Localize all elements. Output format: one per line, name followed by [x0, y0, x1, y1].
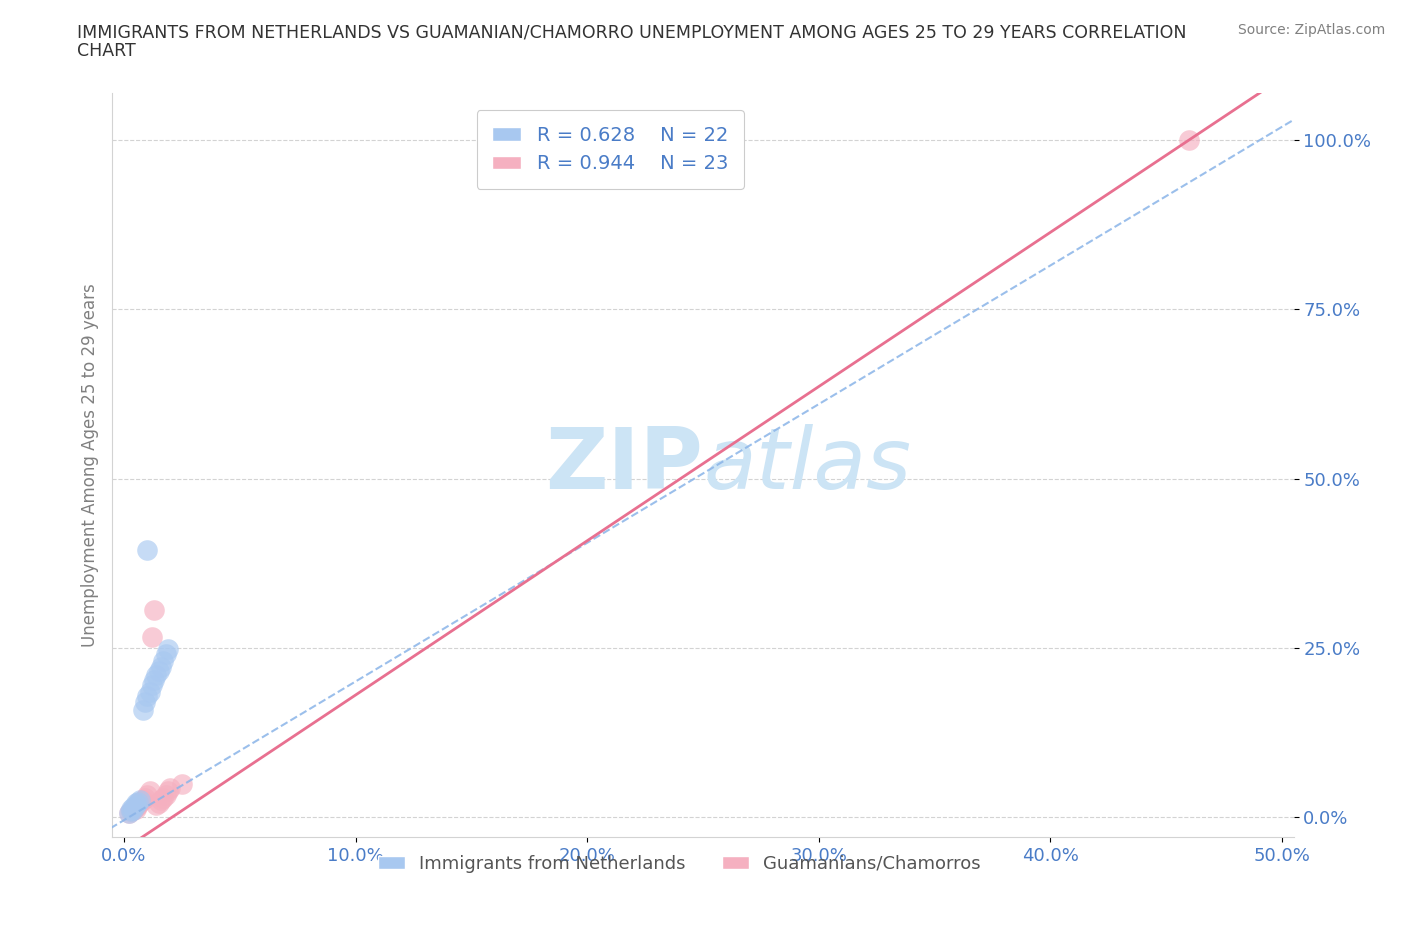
Point — [159, 781, 181, 796]
Point — [124, 799, 146, 814]
Point — [118, 806, 141, 821]
Point — [150, 792, 173, 807]
Point — [157, 642, 180, 657]
Point — [134, 695, 156, 710]
Point — [155, 788, 177, 803]
Point — [120, 801, 142, 816]
Point — [145, 797, 167, 812]
Text: atlas: atlas — [703, 423, 911, 507]
Point — [129, 794, 152, 809]
Legend: Immigrants from Netherlands, Guamanians/Chamorros: Immigrants from Netherlands, Guamanians/… — [371, 847, 988, 880]
Point — [138, 784, 160, 799]
Point — [124, 796, 146, 811]
Point — [120, 804, 142, 818]
Point — [122, 803, 145, 817]
Point — [1178, 133, 1201, 148]
Text: Source: ZipAtlas.com: Source: ZipAtlas.com — [1237, 23, 1385, 37]
Point — [122, 803, 145, 817]
Point — [136, 689, 159, 704]
Point — [136, 788, 159, 803]
Point — [118, 806, 141, 821]
Point — [148, 796, 170, 811]
Point — [148, 664, 170, 679]
Point — [127, 796, 149, 811]
Point — [131, 792, 153, 807]
Point — [141, 677, 163, 692]
Point — [127, 794, 149, 809]
Point — [138, 684, 160, 699]
Point — [122, 799, 145, 814]
Point — [124, 801, 146, 816]
Point — [143, 672, 166, 687]
Point — [131, 702, 153, 717]
Point — [152, 790, 174, 805]
Point — [127, 798, 149, 813]
Point — [150, 659, 173, 674]
Text: IMMIGRANTS FROM NETHERLANDS VS GUAMANIAN/CHAMORRO UNEMPLOYMENT AMONG AGES 25 TO : IMMIGRANTS FROM NETHERLANDS VS GUAMANIAN… — [77, 23, 1187, 41]
Point — [170, 777, 193, 791]
Text: CHART: CHART — [77, 42, 136, 60]
Point — [120, 804, 142, 818]
Point — [152, 654, 174, 669]
Point — [155, 647, 177, 662]
Point — [141, 630, 163, 644]
Point — [129, 792, 152, 807]
Point — [124, 797, 146, 812]
Point — [136, 542, 159, 557]
Point — [134, 790, 156, 805]
Text: ZIP: ZIP — [546, 423, 703, 507]
Y-axis label: Unemployment Among Ages 25 to 29 years: Unemployment Among Ages 25 to 29 years — [80, 283, 98, 647]
Point — [157, 784, 180, 799]
Point — [143, 603, 166, 618]
Point — [145, 667, 167, 682]
